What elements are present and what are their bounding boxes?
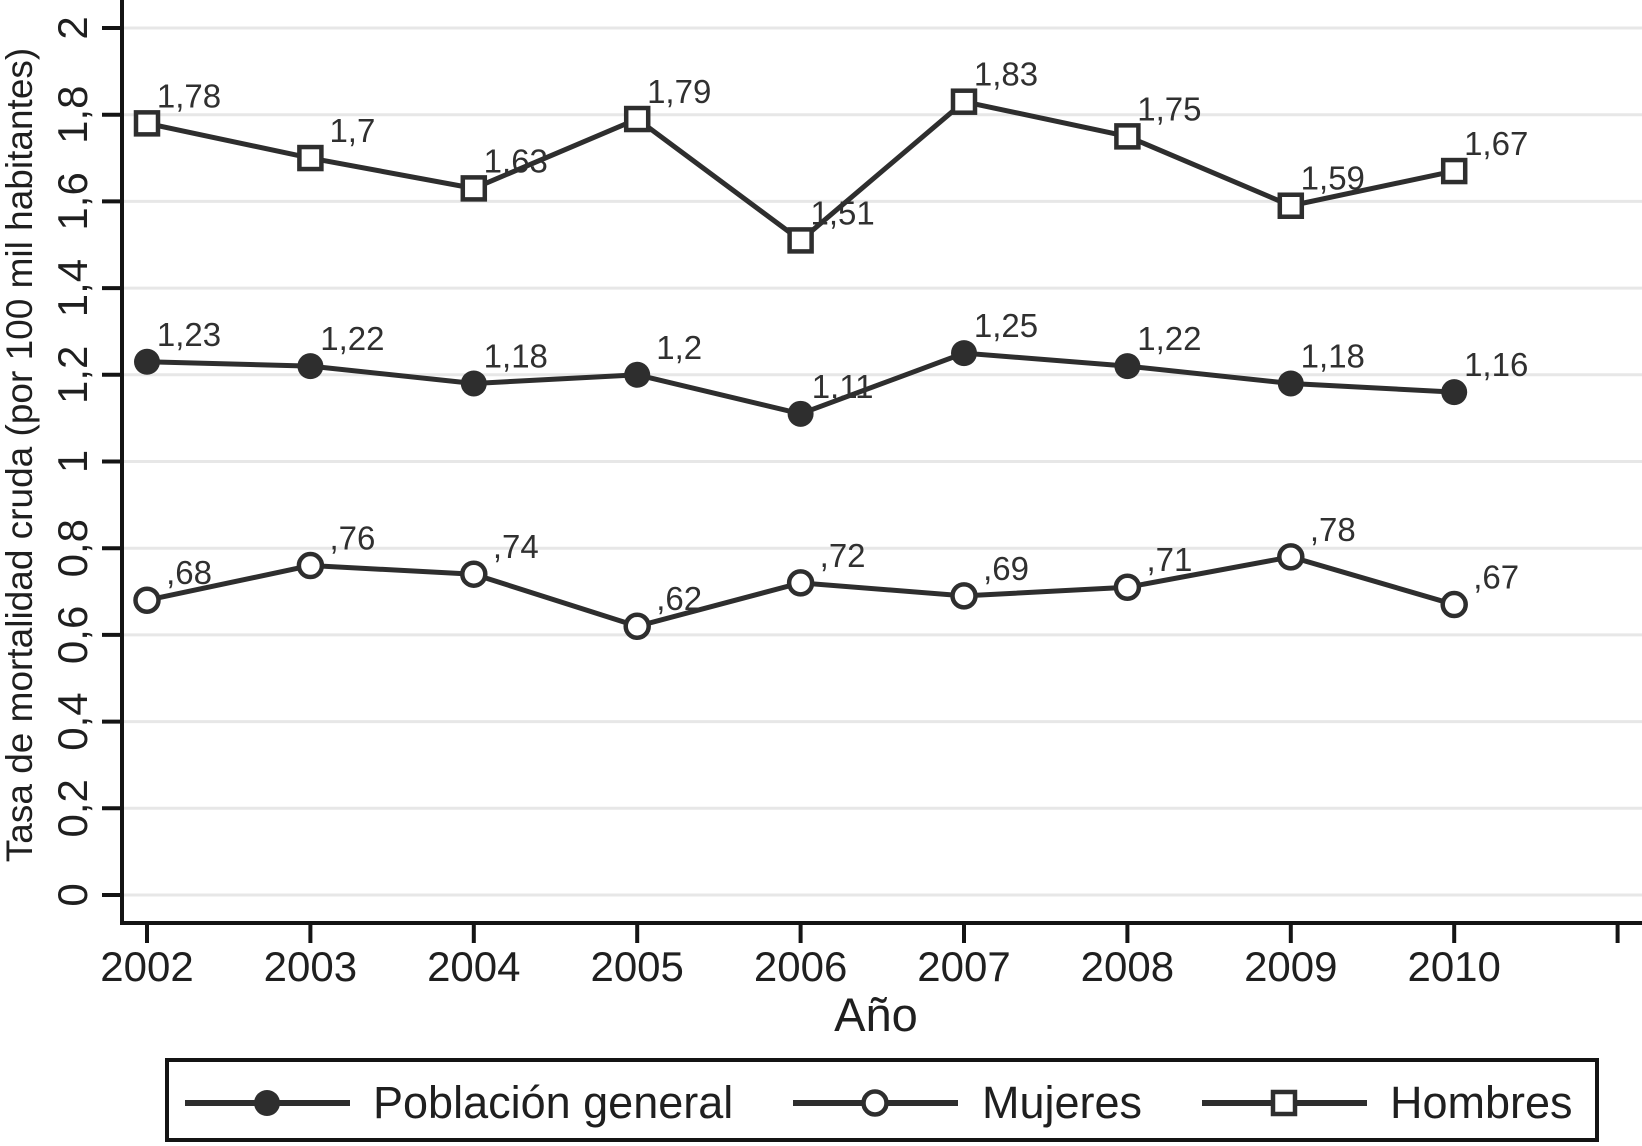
data-point-label: 1,78 — [157, 77, 221, 114]
x-tick-label: 2007 — [917, 943, 1010, 990]
axes: 0 0,2 0,4 0,6 0,8 1 1,2 1,4 1,6 1,8 2 2002 2003 2004 2… — [0, 0, 1642, 1041]
data-point-marker — [787, 400, 814, 427]
data-point-label: 1,63 — [484, 142, 548, 179]
data-point-label: ,68 — [166, 554, 212, 591]
data-point-marker — [950, 88, 978, 115]
data-point-marker — [134, 348, 160, 375]
legend: Población general Mujeres Hombres — [165, 1058, 1599, 1142]
legend-label: Población general — [373, 1077, 733, 1128]
data-point-label: ,74 — [493, 528, 539, 565]
data-point-marker — [460, 175, 488, 202]
x-tick-label: 2009 — [1244, 943, 1337, 990]
data-point-marker — [1277, 192, 1305, 219]
data-point-label: ,71 — [1146, 541, 1192, 578]
y-tick-label: 0,2 — [49, 779, 96, 837]
y-tick-label: 0,4 — [49, 692, 96, 750]
legend-item-poblacion-general: Población general — [185, 1077, 733, 1128]
data-point-label: ,69 — [983, 550, 1029, 587]
data-point-marker — [297, 353, 324, 380]
data-point-marker — [1277, 370, 1304, 397]
x-tick-label: 2004 — [427, 943, 520, 990]
data-point-label: 1,22 — [1137, 320, 1201, 357]
y-tick-label: 2 — [49, 16, 96, 39]
data-point-marker — [1440, 157, 1468, 185]
data-point-label: ,76 — [329, 520, 375, 557]
y-tick-label: 0 — [49, 883, 96, 906]
data-point-label: 1,83 — [974, 56, 1038, 93]
data-point-marker — [297, 144, 324, 172]
data-point-marker — [133, 110, 161, 137]
y-tick-label: 1,6 — [49, 172, 96, 230]
data-point-marker — [460, 370, 487, 397]
y-tick-label: 1,4 — [49, 259, 96, 317]
data-point-label: 1,51 — [810, 194, 874, 231]
x-axis-title: Año — [834, 988, 918, 1041]
y-axis-title: Tasa de mortalidad cruda (por 100 mil ha… — [0, 48, 40, 862]
data-point-label: 1,59 — [1301, 160, 1365, 197]
data-point-marker — [623, 612, 651, 640]
data-point-marker — [133, 586, 161, 614]
data-point-marker — [1114, 353, 1141, 380]
legend-label: Mujeres — [982, 1077, 1142, 1128]
data-point-label: ,72 — [820, 537, 866, 574]
data-point-marker — [296, 551, 325, 580]
data-point-label: ,62 — [656, 580, 702, 617]
data-point-marker — [1277, 543, 1305, 571]
data-point-label: 1,67 — [1464, 125, 1528, 162]
data-point-label: 1,16 — [1464, 346, 1528, 383]
data-point-marker — [950, 582, 978, 610]
data-point-marker — [951, 340, 977, 367]
x-tick-label: 2008 — [1081, 943, 1174, 990]
x-tick-label: 2006 — [754, 943, 847, 990]
legend-item-hombres: Hombres — [1202, 1077, 1573, 1128]
data-point-marker — [624, 361, 651, 388]
y-tick-label: 0,6 — [49, 606, 96, 664]
data-point-marker — [254, 1090, 280, 1116]
x-tick-label: 2010 — [1407, 943, 1500, 990]
data-point-marker — [787, 227, 814, 254]
data-point-label: 1,25 — [974, 307, 1038, 344]
legend-label: Hombres — [1390, 1077, 1573, 1128]
data-point-marker — [1441, 379, 1468, 406]
data-point-label: 1,23 — [157, 316, 221, 353]
data-point-label: 1,79 — [647, 73, 711, 110]
data-point-marker — [786, 569, 815, 597]
y-tick-label: 1 — [49, 450, 96, 473]
data-point-label: 1,18 — [1301, 337, 1365, 374]
gridlines — [122, 26, 1642, 897]
data-point-label: 1,18 — [484, 337, 548, 374]
x-tick-label: 2005 — [590, 943, 683, 990]
y-tick-label: 1,8 — [49, 86, 96, 144]
series-poblacion-general: 1,23 1,22 1,18 1,2 1,11 1,25 1,22 1,18 1,16 — [134, 307, 1528, 427]
data-point-marker — [1113, 573, 1142, 601]
legend-item-mujeres: Mujeres — [793, 1077, 1142, 1128]
data-point-marker — [460, 560, 488, 588]
data-point-label: 1,75 — [1137, 90, 1201, 127]
data-point-label: ,78 — [1310, 511, 1356, 548]
data-point-marker — [1440, 590, 1468, 619]
y-tick-label: 1,2 — [49, 346, 96, 404]
data-point-marker — [861, 1089, 889, 1117]
data-point-label: 1,11 — [812, 368, 874, 405]
y-tick-label: 0,8 — [49, 519, 96, 577]
data-point-marker — [1114, 123, 1141, 150]
series-hombres: 1,78 1,7 1,63 1,79 1,51 1,83 1,75 1,59 1,67 — [133, 56, 1528, 254]
data-point-marker — [623, 105, 651, 133]
data-point-marker — [1270, 1089, 1298, 1117]
series-mujeres: ,68 ,76 ,74 ,62 ,72 ,69 ,71 ,78 ,67 — [133, 511, 1519, 640]
data-point-label: ,67 — [1473, 559, 1519, 596]
data-point-label: 1,22 — [320, 320, 384, 357]
data-point-label: 1,2 — [656, 329, 702, 366]
x-tick-label: 2003 — [264, 943, 357, 990]
x-tick-label: 2002 — [100, 943, 193, 990]
data-point-label: 1,7 — [329, 112, 375, 149]
